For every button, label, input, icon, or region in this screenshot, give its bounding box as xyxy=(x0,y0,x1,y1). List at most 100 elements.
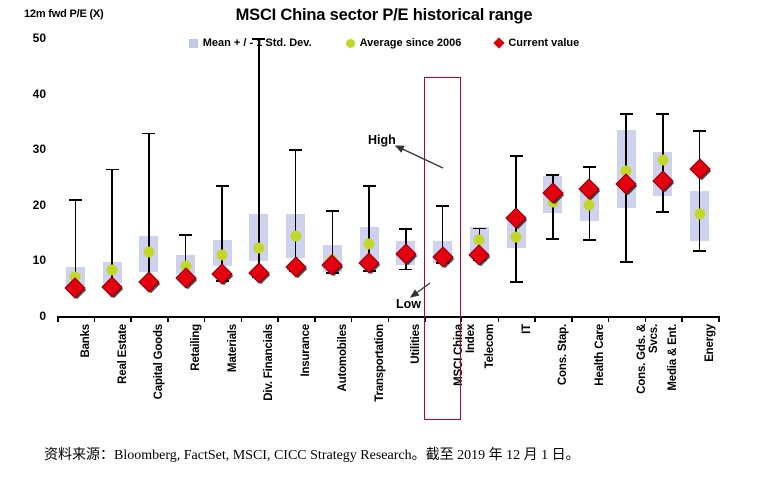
current-value-marker xyxy=(689,158,711,180)
x-axis-tick xyxy=(240,316,243,322)
range-whisker-cap-high xyxy=(142,132,156,135)
x-axis-tick xyxy=(167,316,169,322)
range-whisker-cap-high xyxy=(179,233,193,236)
legend-label-current: Current value xyxy=(508,37,580,49)
range-whisker-cap-high xyxy=(215,185,229,188)
legend-item-average[interactable]: Average since 2006 xyxy=(345,37,462,49)
average-since-2006-marker xyxy=(290,230,302,242)
y-axis-tick-label: 40 xyxy=(32,86,46,101)
range-whisker-line xyxy=(441,204,444,265)
range-whisker-cap-high xyxy=(252,38,266,40)
range-whisker-cap-low xyxy=(399,268,413,271)
x-axis-tick xyxy=(350,316,353,322)
band-swatch-icon xyxy=(188,38,198,48)
x-axis-category-label: Utilities xyxy=(410,324,423,364)
x-axis-tick xyxy=(387,316,389,322)
x-axis-tick xyxy=(203,316,206,322)
x-axis-tick xyxy=(644,316,647,322)
x-axis-category-label: Health Care xyxy=(593,324,606,386)
range-whisker-cap-low xyxy=(509,280,523,283)
range-whisker-cap-low xyxy=(546,238,560,240)
average-since-2006-marker xyxy=(363,238,375,250)
range-whisker-cap-high xyxy=(509,154,523,157)
x-axis-category-label: Real Estate xyxy=(116,324,129,384)
average-since-2006-marker xyxy=(69,271,81,283)
range-whisker-cap-high xyxy=(68,199,82,202)
legend-label-mean-std: Mean + / - 1 Std. Dev. xyxy=(202,37,312,49)
x-axis-category-label: Insurance xyxy=(300,324,313,377)
legend-item-current[interactable]: Current value xyxy=(493,37,580,49)
range-whisker-line xyxy=(221,185,224,282)
range-whisker-line xyxy=(184,233,187,282)
range-whisker-line xyxy=(111,168,113,291)
source-footnote: 资料来源：Bloomberg, FactSet, MSCI, CICC Stra… xyxy=(44,448,580,463)
x-axis-tick xyxy=(93,316,96,322)
x-axis-category-label: Transportation xyxy=(373,324,386,402)
x-axis-tick xyxy=(681,316,683,322)
x-axis-category-label: Cons. Gds. & Svcs. xyxy=(636,324,660,394)
x-axis-category-label: Banks xyxy=(79,324,92,358)
average-since-2006-marker xyxy=(143,246,155,258)
range-whisker-cap-low xyxy=(656,211,670,214)
low-annotation-label: Low xyxy=(396,297,421,311)
x-axis-tick xyxy=(57,316,59,322)
range-whisker-cap-low xyxy=(619,261,633,264)
x-axis-tick xyxy=(571,316,573,322)
x-axis-category-label: Div. Financials xyxy=(263,324,276,401)
average-since-2006-marker xyxy=(253,242,265,254)
average-since-2006-marker xyxy=(216,249,228,261)
x-axis-category-label: Automobiles xyxy=(336,324,349,392)
y-axis-tick-label: 20 xyxy=(32,197,46,212)
x-axis-category-label: Materials xyxy=(226,324,239,373)
average-since-2006-marker xyxy=(657,154,669,166)
x-axis-tick xyxy=(497,316,500,322)
range-whisker-line xyxy=(294,149,297,272)
range-whisker-line xyxy=(258,38,260,279)
x-axis-tick xyxy=(607,316,610,322)
range-whisker-line xyxy=(698,129,701,253)
x-axis-category-label: Telecom xyxy=(483,324,496,369)
current-value-marker xyxy=(138,270,160,293)
x-axis-tick xyxy=(314,316,316,322)
current-value-marker xyxy=(248,262,270,284)
range-whisker-line xyxy=(331,210,334,274)
x-axis-category-label: Cons. Stap. xyxy=(557,324,570,386)
plot-area xyxy=(57,38,718,316)
current-value-marker xyxy=(285,255,307,278)
average-since-2006-marker xyxy=(510,231,522,243)
range-whisker-line xyxy=(74,199,77,292)
range-whisker-cap-high xyxy=(693,129,707,132)
current-value-marker xyxy=(211,263,233,285)
legend-label-average: Average since 2006 xyxy=(359,37,462,49)
range-whisker-cap-low xyxy=(693,250,707,253)
x-axis-tick xyxy=(534,316,536,322)
y-axis-tick-label: 0 xyxy=(39,309,46,323)
range-whisker-line xyxy=(368,185,370,272)
average-since-2006-marker xyxy=(473,234,485,246)
average-since-2006-marker xyxy=(180,260,192,272)
x-axis-category-label: Energy xyxy=(704,324,717,362)
x-axis-category-label: Retailing xyxy=(190,324,203,371)
range-whisker-cap-low xyxy=(582,239,596,241)
x-axis-tick xyxy=(130,316,132,322)
y-axis-caption: 12m fwd P/E (X) xyxy=(24,8,104,20)
x-axis-tick xyxy=(277,316,279,322)
x-axis-category-label: Media & Ent. xyxy=(667,324,680,391)
y-axis-tick-label: 50 xyxy=(32,31,46,45)
range-whisker-line xyxy=(148,132,150,286)
average-since-2006-marker xyxy=(620,165,632,177)
range-whisker-cap-high xyxy=(656,113,670,115)
x-axis-tick xyxy=(460,316,463,322)
range-whisker-cap-high xyxy=(362,185,376,188)
msci-china-index-highlight-box xyxy=(424,77,461,420)
range-whisker-cap-high xyxy=(619,113,633,115)
legend-item-mean-std[interactable]: Mean + / - 1 Std. Dev. xyxy=(188,37,312,49)
average-since-2006-marker xyxy=(106,264,118,276)
range-whisker-cap-high xyxy=(582,165,596,168)
x-axis-category-label: IT xyxy=(520,324,533,334)
range-whisker-cap-high xyxy=(325,210,339,213)
range-whisker-cap-high xyxy=(289,149,303,151)
x-axis-category-label: Capital Goods xyxy=(153,324,166,400)
y-axis-tick-label: 30 xyxy=(32,142,46,157)
